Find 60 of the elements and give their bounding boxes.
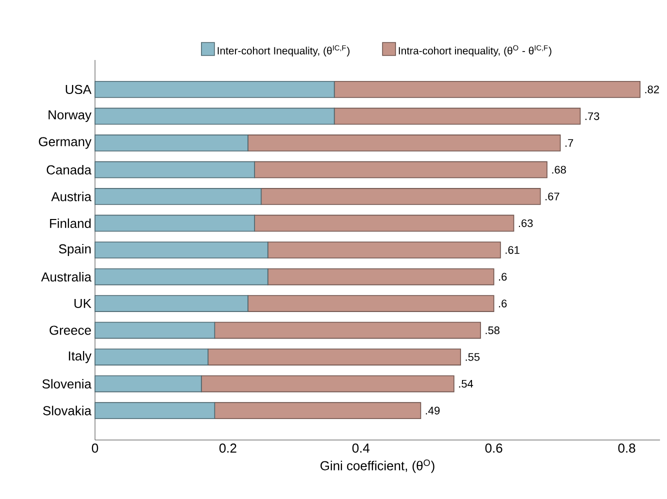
y-tick-label: Austria [51, 192, 92, 202]
bar [94, 161, 255, 178]
bar [94, 322, 216, 339]
total-label: .61 [506, 246, 520, 254]
total-label: .68 [552, 166, 566, 174]
bar [94, 348, 208, 366]
y-tick-label: Germany [38, 137, 92, 149]
y-tick-label: Finland [50, 218, 91, 228]
total-label: .6 [499, 300, 507, 308]
total-label: .58 [486, 326, 500, 334]
y-tick-label: UK [74, 299, 92, 308]
y-tick-label: Slovenia [42, 379, 92, 389]
bar [247, 134, 561, 152]
bar [214, 322, 481, 339]
legend-label: Inter-cohort Inequality, (θ$^{IC,F}$) [218, 45, 350, 56]
bar [94, 242, 268, 258]
bar [94, 402, 216, 419]
y-tick-label: Spain [58, 244, 91, 256]
bar [214, 402, 422, 419]
legend-label: Intra-cohort inequality, (θ$^{O}$ - θ$^{IC,F}$) [398, 45, 552, 56]
total-label: .6 [499, 272, 507, 281]
bar [247, 295, 494, 312]
x-axis-title: Gini coefficient, (θ$^{O}$) [320, 460, 434, 473]
total-label: .54 [459, 380, 474, 388]
y-tick-label: Slovakia [43, 406, 92, 416]
bar [94, 108, 335, 125]
total-label: .73 [585, 112, 600, 120]
bar [94, 295, 248, 312]
bar [200, 375, 454, 392]
bar [94, 81, 335, 98]
y-tick-label: Australia [41, 272, 92, 282]
total-label: .7 [565, 139, 574, 147]
bar [94, 134, 248, 152]
x-tick-label: 0.4 [352, 444, 370, 453]
bar [260, 188, 541, 205]
y-tick-label: Norway [48, 110, 92, 122]
y-tick-label: Italy [68, 351, 92, 364]
y-tick-label: Canada [46, 164, 92, 174]
bar [94, 375, 202, 392]
bar [94, 188, 262, 205]
total-label: .55 [466, 353, 480, 361]
total-label: .49 [426, 406, 440, 414]
bar [267, 242, 501, 258]
bar [254, 214, 514, 232]
y-tick-label: USA [66, 84, 92, 94]
total-label: .82 [645, 86, 659, 94]
bar [334, 108, 581, 125]
y-tick-label: Greece [50, 326, 91, 335]
x-tick-label: 0.2 [219, 444, 236, 453]
bar [267, 268, 494, 286]
x-tick-label: 0 [92, 444, 98, 453]
x-tick-label: 0.6 [485, 444, 502, 453]
bar [334, 81, 640, 98]
bar [254, 161, 548, 178]
total-label: .67 [546, 192, 560, 200]
bar [94, 214, 255, 232]
total-label: .63 [518, 219, 533, 228]
x-tick-label: 0.8 [618, 444, 636, 453]
bar [208, 348, 461, 366]
bar [94, 268, 268, 286]
